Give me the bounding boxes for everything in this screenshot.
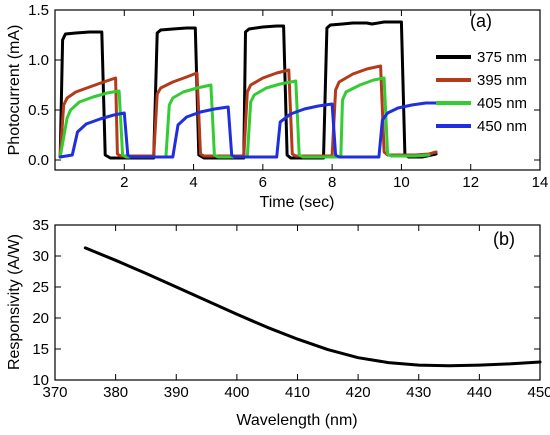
y-tick-label: 1.5 <box>28 2 49 19</box>
legend-entry-label: 375 nm <box>477 49 527 66</box>
legend-entry-label: 395 nm <box>477 72 527 89</box>
series-line-375-nm <box>58 20 438 160</box>
x-tick-label: 450 <box>527 384 550 401</box>
series-line-450-nm <box>58 101 438 159</box>
y-tick-label: 20 <box>32 310 49 327</box>
y-tick-label: 1.0 <box>28 52 49 69</box>
y-tick-label: 25 <box>32 279 49 296</box>
y-tick-label: 10 <box>32 372 49 389</box>
panel-b-axis-ticks: 370 380 390 400 410 420 430 440 450 10 15 20 25 30 35 <box>32 217 550 401</box>
x-tick-label: 410 <box>285 384 310 401</box>
panel-b-responsivity-chart: 370 380 390 400 410 420 430 440 450101520253035 … <box>6 217 550 429</box>
x-tick-label: 4 <box>189 174 197 191</box>
panel-a-label: (a) <box>470 11 492 31</box>
legend-entry-label: 450 nm <box>477 118 527 135</box>
panel-b-series-lines <box>83 246 542 368</box>
x-tick-label: 440 <box>467 384 492 401</box>
y-tick-label: 35 <box>32 217 49 234</box>
panel-a-y-axis-label: Photocurrent (mA) <box>6 25 23 156</box>
series-line-responsivity <box>83 246 542 368</box>
x-tick-label: 8 <box>328 174 336 191</box>
panel-a-axis-ticks: 2 4 6 8 10 12 14 0.0 0.5 1.0 1.5 <box>28 2 548 191</box>
y-tick-label: 0.0 <box>28 152 49 169</box>
x-tick-label: 400 <box>224 384 249 401</box>
panel-a-plot-frame <box>54 9 541 171</box>
legend-entry-label: 405 nm <box>477 95 527 112</box>
panel-a-legend: 375 nm 395 nm 405 nm 450 nm <box>436 49 527 135</box>
x-tick-label: 370 <box>42 384 67 401</box>
y-tick-label: 0.5 <box>28 102 49 119</box>
panel-b-y-axis-label: Responsivity (A/W) <box>6 234 23 370</box>
x-tick-label: 12 <box>462 174 479 191</box>
x-tick-label: 380 <box>103 384 128 401</box>
panel-b-x-axis-label: Wavelength (nm) <box>236 412 357 429</box>
x-tick-label: 6 <box>259 174 267 191</box>
x-tick-label: 390 <box>164 384 189 401</box>
x-tick-label: 430 <box>406 384 431 401</box>
panel-b-label: (b) <box>493 229 515 249</box>
panel-a-x-axis-label: Time (sec) <box>260 194 335 211</box>
x-tick-label: 2 <box>120 174 128 191</box>
panel-a-photocurrent-chart: 2 4 6 8 10 12 14 0.0 0.5 1.0 1.5 375 nm 395 nm 405 n… <box>6 2 548 211</box>
panel-a-series-lines <box>58 20 438 160</box>
panel-b-plot-frame <box>54 224 541 381</box>
x-tick-label: 420 <box>346 384 371 401</box>
x-tick-label: 10 <box>393 174 410 191</box>
y-tick-label: 30 <box>32 248 49 265</box>
y-tick-label: 15 <box>32 341 49 358</box>
x-tick-label: 14 <box>532 174 549 191</box>
